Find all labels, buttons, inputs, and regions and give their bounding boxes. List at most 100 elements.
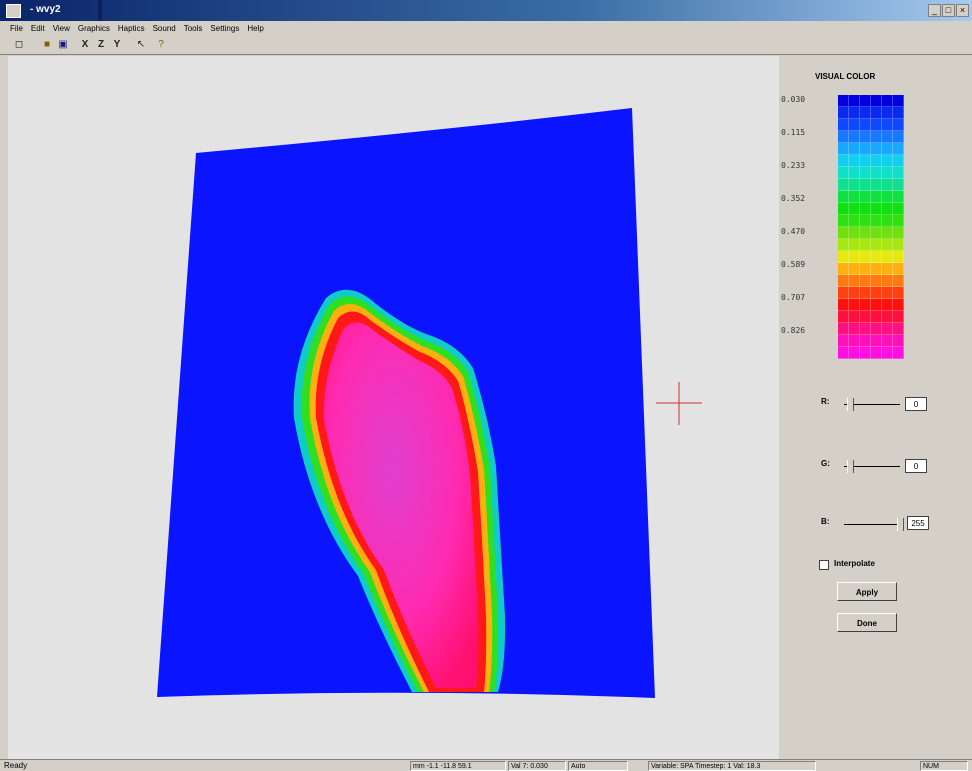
viewport[interactable] (8, 56, 779, 759)
palette-swatch[interactable] (893, 107, 904, 119)
palette-swatch[interactable] (838, 239, 849, 251)
menu-help[interactable]: Help (247, 23, 264, 33)
palette-swatch[interactable] (849, 119, 860, 131)
palette-swatch[interactable] (838, 215, 849, 227)
b-slider-track[interactable] (844, 524, 900, 525)
palette-swatch[interactable] (871, 335, 882, 347)
palette-swatch[interactable] (893, 251, 904, 263)
palette-swatch[interactable] (849, 155, 860, 167)
palette-swatch[interactable] (893, 155, 904, 167)
palette-swatch[interactable] (860, 191, 871, 203)
palette-swatch[interactable] (882, 287, 893, 299)
menu-view[interactable]: View (52, 23, 70, 33)
palette-swatch[interactable] (849, 239, 860, 251)
palette-swatch[interactable] (860, 275, 871, 287)
palette-swatch[interactable] (871, 191, 882, 203)
palette-swatch[interactable] (893, 347, 904, 359)
palette-swatch[interactable] (849, 203, 860, 215)
palette-swatch[interactable] (893, 311, 904, 323)
palette-swatch[interactable] (860, 335, 871, 347)
palette-swatch[interactable] (849, 227, 860, 239)
palette-swatch[interactable] (882, 191, 893, 203)
palette-swatch[interactable] (838, 155, 849, 167)
palette-swatch[interactable] (871, 203, 882, 215)
palette-swatch[interactable] (893, 167, 904, 179)
palette-swatch[interactable] (871, 347, 882, 359)
menu-settings[interactable]: Settings (210, 23, 240, 33)
save-icon[interactable]: ▣ (58, 39, 68, 50)
palette-swatch[interactable] (882, 167, 893, 179)
palette-swatch[interactable] (882, 215, 893, 227)
palette-swatch[interactable] (849, 167, 860, 179)
palette-swatch[interactable] (871, 119, 882, 131)
palette-swatch[interactable] (838, 347, 849, 359)
palette-swatch[interactable] (838, 311, 849, 323)
palette-swatch[interactable] (860, 143, 871, 155)
palette-swatch[interactable] (893, 119, 904, 131)
palette-swatch[interactable] (849, 335, 860, 347)
palette-swatch[interactable] (893, 179, 904, 191)
b-value-field[interactable]: 255 (907, 516, 929, 530)
palette-swatch[interactable] (871, 323, 882, 335)
palette-swatch[interactable] (871, 107, 882, 119)
x-axis-icon[interactable]: X (81, 39, 89, 50)
palette-swatch[interactable] (871, 155, 882, 167)
palette-swatch[interactable] (860, 299, 871, 311)
maximize-button[interactable]: □ (942, 4, 955, 17)
r-slider-thumb[interactable] (847, 398, 854, 411)
palette-swatch[interactable] (882, 95, 893, 107)
palette-swatch[interactable] (893, 239, 904, 251)
palette-swatch[interactable] (849, 311, 860, 323)
palette-swatch[interactable] (849, 95, 860, 107)
palette-swatch[interactable] (838, 335, 849, 347)
palette-swatch[interactable] (860, 347, 871, 359)
g-value-field[interactable]: 0 (905, 459, 927, 473)
palette-swatch[interactable] (860, 239, 871, 251)
menu-haptics[interactable]: Haptics (117, 23, 145, 33)
palette-swatch[interactable] (893, 287, 904, 299)
palette-swatch[interactable] (860, 215, 871, 227)
g-slider-thumb[interactable] (847, 460, 854, 473)
palette-swatch[interactable] (838, 287, 849, 299)
palette-swatch[interactable] (882, 227, 893, 239)
palette-swatch[interactable] (849, 299, 860, 311)
palette-swatch[interactable] (838, 131, 849, 143)
palette-swatch[interactable] (838, 143, 849, 155)
palette-swatch[interactable] (893, 263, 904, 275)
palette-swatch[interactable] (838, 191, 849, 203)
palette-swatch[interactable] (882, 107, 893, 119)
palette-swatch[interactable] (871, 179, 882, 191)
r-value-field[interactable]: 0 (905, 397, 927, 411)
palette-swatch[interactable] (849, 263, 860, 275)
palette-swatch[interactable] (893, 143, 904, 155)
palette-swatch[interactable] (893, 95, 904, 107)
apply-button[interactable]: Apply (837, 582, 897, 601)
done-button[interactable]: Done (837, 613, 897, 632)
palette-swatch[interactable] (860, 119, 871, 131)
palette-swatch[interactable] (860, 263, 871, 275)
palette-swatch[interactable] (849, 107, 860, 119)
palette-swatch[interactable] (849, 347, 860, 359)
palette-swatch[interactable] (871, 311, 882, 323)
pointer-icon[interactable]: ↖ (136, 39, 146, 50)
palette-swatch[interactable] (882, 143, 893, 155)
palette-swatch[interactable] (882, 179, 893, 191)
palette-swatch[interactable] (871, 299, 882, 311)
palette-swatch[interactable] (871, 275, 882, 287)
palette-swatch[interactable] (882, 275, 893, 287)
palette-swatch[interactable] (882, 311, 893, 323)
palette-swatch[interactable] (893, 335, 904, 347)
palette-swatch[interactable] (849, 143, 860, 155)
palette-swatch[interactable] (882, 155, 893, 167)
palette-swatch[interactable] (871, 95, 882, 107)
palette-swatch[interactable] (849, 323, 860, 335)
y-axis-icon[interactable]: Y (113, 39, 121, 50)
app-icon[interactable] (6, 4, 21, 18)
palette-swatch[interactable] (849, 179, 860, 191)
palette-swatch[interactable] (893, 131, 904, 143)
palette-swatch[interactable] (838, 95, 849, 107)
palette-swatch[interactable] (893, 191, 904, 203)
palette-swatch[interactable] (871, 131, 882, 143)
surface-render[interactable] (8, 56, 779, 759)
palette-swatch[interactable] (893, 275, 904, 287)
